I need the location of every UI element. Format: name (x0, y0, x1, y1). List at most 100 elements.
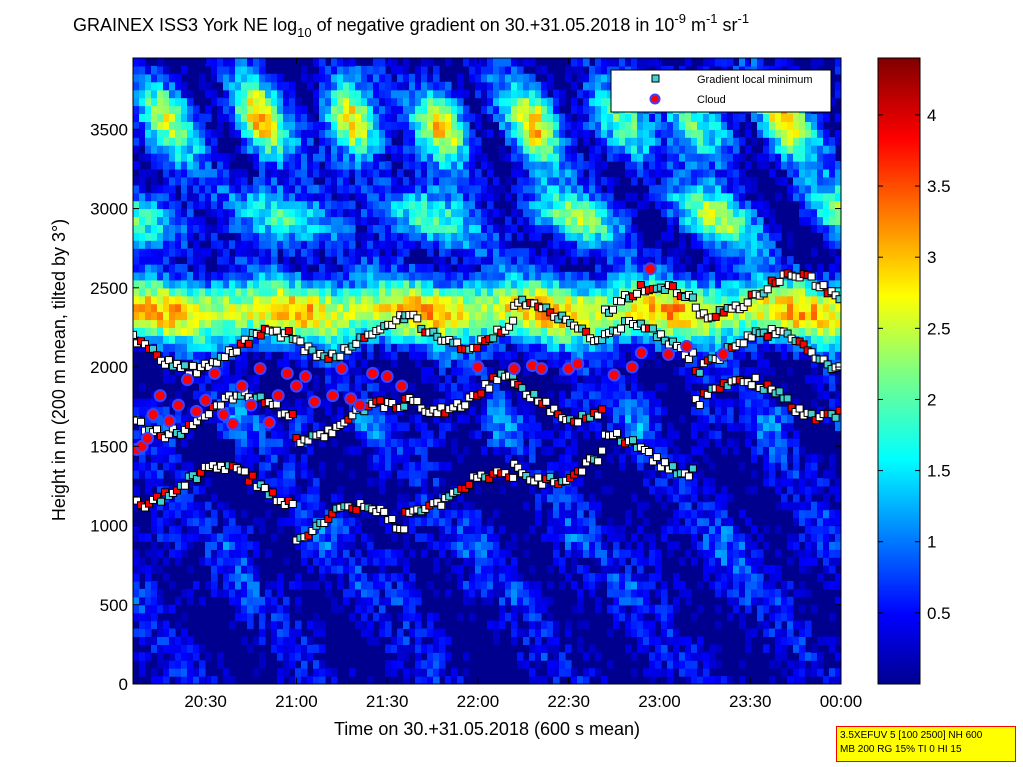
heatmap-cell (181, 97, 188, 107)
heatmap-cell (265, 596, 272, 606)
heatmap-cell (451, 224, 458, 233)
heatmap-cell (391, 303, 398, 313)
heatmap-cell (475, 414, 482, 424)
heatmap-cell (511, 184, 518, 194)
heatmap-cell (397, 192, 404, 202)
heatmap-cell (415, 168, 422, 178)
heatmap-cell (505, 581, 512, 590)
heatmap-cell (181, 208, 188, 218)
heatmap-cell (349, 153, 356, 162)
heatmap-cell (595, 176, 602, 186)
heatmap-cell (469, 208, 476, 218)
heatmap-cell (511, 478, 518, 487)
heatmap-cell (361, 541, 368, 550)
heatmap-cell (397, 557, 404, 566)
heatmap-cell (265, 351, 272, 360)
heatmap-cell (367, 438, 374, 447)
heatmap-cell (361, 129, 368, 138)
heatmap-cell (439, 517, 446, 527)
heatmap-cell (427, 184, 434, 194)
heatmap-cell (361, 596, 368, 606)
heatmap-cell (271, 644, 278, 653)
heatmap-cell (415, 533, 422, 542)
heatmap-cell (469, 335, 476, 344)
heatmap-cell (175, 335, 182, 344)
heatmap-cell (493, 311, 500, 321)
heatmap-cell (535, 105, 542, 115)
heatmap-cell (565, 137, 572, 146)
heatmap-cell (655, 478, 662, 487)
heatmap-cell (409, 668, 416, 677)
heatmap-cell (439, 256, 446, 265)
heatmap-cell (499, 422, 506, 432)
heatmap-cell (661, 604, 668, 614)
heatmap-cell (553, 351, 560, 360)
heatmap-cell (577, 398, 584, 408)
heatmap-cell (559, 454, 566, 463)
heatmap-cell (271, 81, 278, 91)
heatmap-cell (487, 367, 494, 376)
heatmap-cell (223, 676, 230, 684)
heatmap-cell (289, 422, 296, 432)
heatmap-cell (181, 485, 188, 495)
heatmap-cell (169, 113, 176, 123)
heatmap-cell (367, 636, 374, 646)
heatmap-cell (319, 89, 326, 99)
heatmap-cell (409, 264, 416, 273)
heatmap-cell (145, 240, 152, 249)
heatmap-cell (397, 121, 404, 130)
heatmap-cell (139, 224, 146, 233)
heatmap-cell (499, 271, 506, 281)
heatmap-cell (301, 192, 308, 202)
heatmap-cell (199, 184, 206, 194)
heatmap-cell (307, 224, 314, 233)
heatmap-cell (559, 525, 566, 535)
heatmap-cell (547, 327, 554, 336)
heatmap-cell (559, 351, 566, 360)
heatmap-cell (325, 200, 332, 210)
heatmap-cell (331, 549, 338, 558)
heatmap-cell (499, 287, 506, 297)
heatmap-cell (397, 264, 404, 273)
heatmap-cell (481, 533, 488, 542)
heatmap-cell (445, 161, 452, 170)
heatmap-cell (319, 295, 326, 305)
heatmap-cell (553, 644, 560, 653)
heatmap-cell (379, 351, 386, 360)
heatmap-cell (601, 121, 608, 130)
heatmap-cell (253, 232, 260, 241)
heatmap-cell (205, 343, 212, 352)
heatmap-cell (145, 596, 152, 606)
heatmap-cell (415, 319, 422, 329)
heatmap-cell (487, 422, 494, 432)
heatmap-cell (169, 335, 176, 344)
heatmap-cell (469, 533, 476, 542)
heatmap-cell (331, 176, 338, 186)
heatmap-cell (271, 89, 278, 99)
heatmap-cell (421, 97, 428, 107)
heatmap-cell (181, 303, 188, 313)
heatmap-cell (253, 279, 260, 289)
heatmap-cell (499, 359, 506, 368)
heatmap-cell (619, 581, 626, 590)
heatmap-cell (283, 485, 290, 495)
heatmap-cell (517, 287, 524, 297)
heatmap-cell (187, 525, 194, 535)
heatmap-cell (469, 541, 476, 550)
heatmap-cell (403, 264, 410, 273)
heatmap-cell (217, 295, 224, 305)
heatmap-cell (589, 240, 596, 249)
heatmap-cell (307, 200, 314, 210)
heatmap-cell (259, 97, 266, 107)
heatmap-cell (493, 541, 500, 550)
heatmap-cell (301, 581, 308, 590)
heatmap-cell (583, 311, 590, 321)
heatmap-cell (421, 240, 428, 249)
heatmap-cell (475, 541, 482, 550)
heatmap-cell (583, 295, 590, 305)
heatmap-cell (433, 343, 440, 352)
heatmap-cell (487, 327, 494, 336)
heatmap-cell (643, 161, 650, 170)
heatmap-cell (349, 525, 356, 535)
heatmap-cell (517, 137, 524, 146)
